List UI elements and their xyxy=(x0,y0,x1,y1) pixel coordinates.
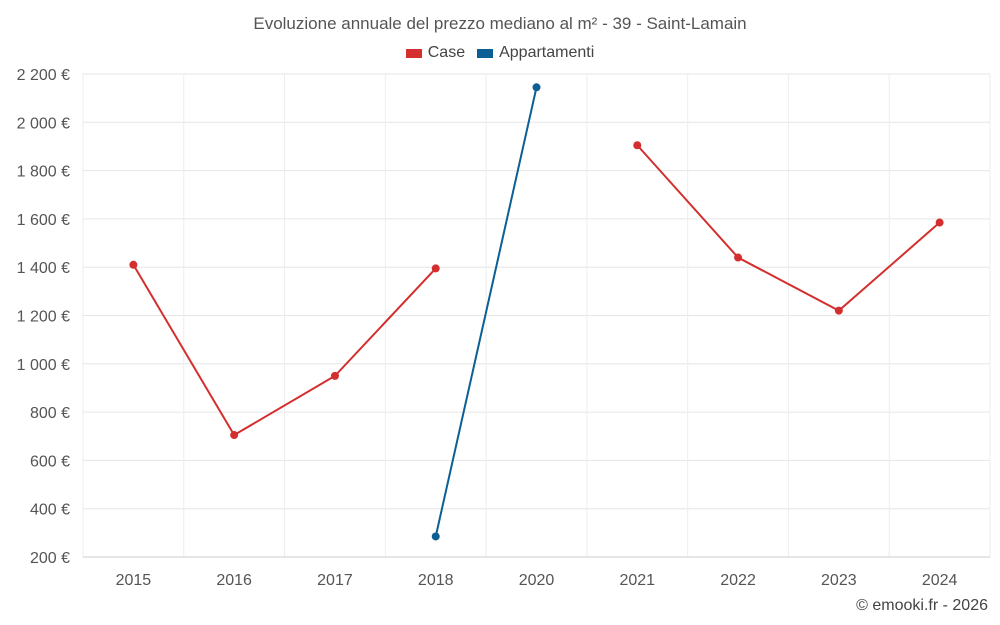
legend-item-case[interactable]: Case xyxy=(405,44,466,62)
data-point-case xyxy=(230,431,239,440)
y-tick-label: 2 200 € xyxy=(17,67,70,84)
y-tick-label: 2 000 € xyxy=(17,115,70,132)
legend-label-case: Case xyxy=(427,44,466,61)
data-point-case xyxy=(834,306,843,315)
x-tick-label: 2021 xyxy=(619,572,655,589)
data-point-case xyxy=(431,264,440,273)
y-tick-label: 1 400 € xyxy=(17,260,70,277)
chart-legend: Case Appartamenti xyxy=(0,44,1000,62)
x-tick-label: 2020 xyxy=(519,572,555,589)
data-point-case xyxy=(734,253,743,262)
legend-swatch-case xyxy=(405,48,422,58)
series-line-case xyxy=(636,144,941,312)
y-tick-label: 800 € xyxy=(30,405,70,422)
x-tick-label: 2017 xyxy=(317,572,353,589)
data-point-appartamenti xyxy=(532,83,541,92)
data-point-case xyxy=(935,218,944,227)
x-tick-label: 2023 xyxy=(821,572,857,589)
legend-item-appartamenti[interactable]: Appartamenti xyxy=(477,44,594,62)
y-tick-label: 1 800 € xyxy=(17,164,70,181)
x-tick-label: 2015 xyxy=(116,572,152,589)
y-tick-label: 1 000 € xyxy=(17,357,70,374)
data-point-appartamenti xyxy=(431,532,440,541)
y-tick-label: 1 600 € xyxy=(17,212,70,229)
series-line-appartamenti xyxy=(434,87,538,537)
credit-text: © emooki.fr - 2026 xyxy=(856,597,988,614)
legend-swatch-appartamenti xyxy=(477,48,494,58)
data-point-case xyxy=(129,260,138,269)
x-tick-label: 2022 xyxy=(720,572,756,589)
x-tick-label: 2016 xyxy=(216,572,252,589)
series-line-case xyxy=(132,264,437,437)
y-tick-label: 400 € xyxy=(30,502,70,519)
y-tick-label: 200 € xyxy=(30,550,70,567)
data-point-case xyxy=(330,371,339,380)
legend-label-appartamenti: Appartamenti xyxy=(499,44,595,61)
data-point-case xyxy=(633,141,642,150)
y-tick-label: 1 200 € xyxy=(17,309,70,326)
chart-title: Evoluzione annuale del prezzo mediano al… xyxy=(253,14,747,33)
x-tick-label: 2024 xyxy=(922,572,958,589)
y-tick-label: 600 € xyxy=(30,453,70,470)
x-tick-label: 2018 xyxy=(418,572,454,589)
